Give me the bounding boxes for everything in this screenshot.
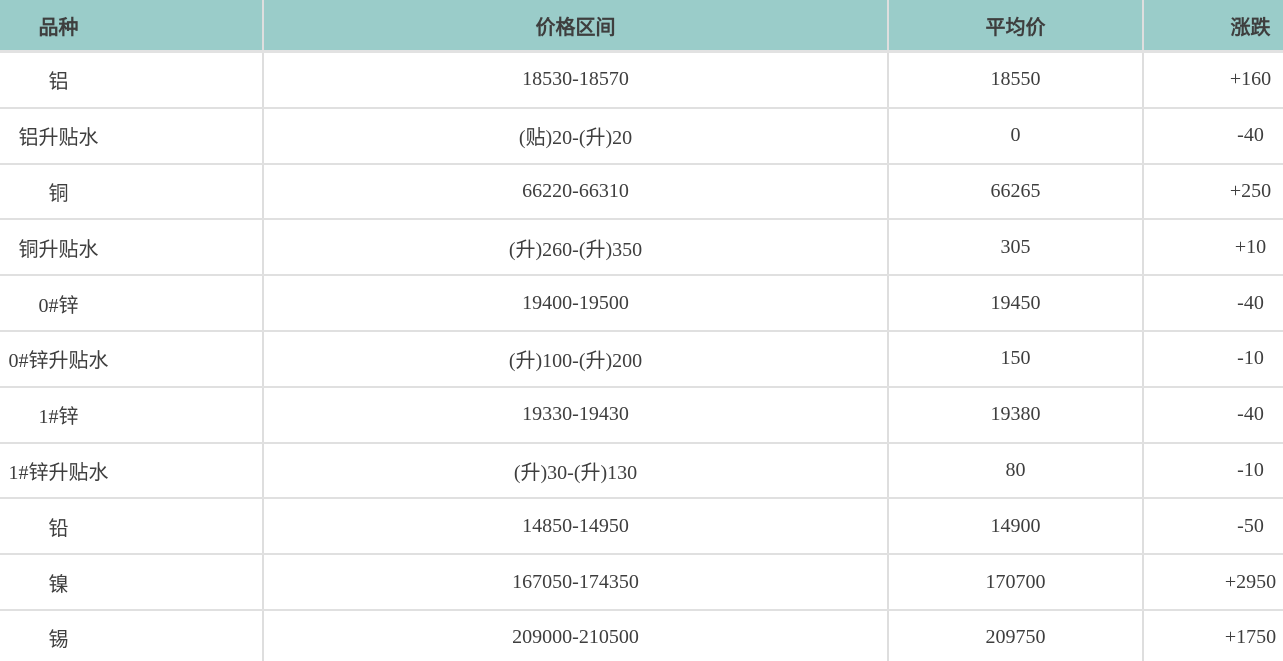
cell-average-price: 66265 — [887, 163, 1143, 221]
cell-change: +160 — [1142, 51, 1283, 109]
cell-average-price: 0 — [887, 107, 1143, 165]
table-row: 1#锌升贴水 (升)30-(升)130 80 -10 — [0, 442, 1283, 500]
cell-change: -10 — [1142, 330, 1283, 388]
cell-variety: 锡 — [0, 609, 263, 661]
cell-average-price: 19450 — [887, 275, 1143, 332]
table-row: 铜 66220-66310 66265 +250 — [0, 163, 1283, 221]
column-header-price-range: 价格区间 — [262, 0, 888, 53]
cell-price-range: 209000-210500 — [262, 609, 888, 661]
cell-change: -40 — [1142, 275, 1283, 332]
column-header-variety: 品种 — [0, 0, 263, 53]
cell-price-range: 167050-174350 — [262, 554, 888, 611]
cell-variety: 铝 — [0, 51, 263, 109]
cell-price-range: (贴)20-(升)20 — [262, 107, 888, 165]
cell-variety: 铝升贴水 — [0, 107, 263, 165]
cell-price-range: 14850-14950 — [262, 498, 888, 556]
cell-change: -40 — [1142, 107, 1283, 165]
cell-change: -50 — [1142, 498, 1283, 556]
cell-price-range: 18530-18570 — [262, 51, 888, 109]
cell-average-price: 150 — [887, 330, 1143, 388]
cell-change: +10 — [1142, 219, 1283, 277]
cell-average-price: 305 — [887, 219, 1143, 277]
cell-variety: 镍 — [0, 554, 263, 611]
cell-variety: 1#锌升贴水 — [0, 442, 263, 500]
cell-average-price: 209750 — [887, 609, 1143, 661]
column-header-average-price: 平均价 — [887, 0, 1143, 53]
table-row: 0#锌升贴水 (升)100-(升)200 150 -10 — [0, 330, 1283, 388]
cell-change: +250 — [1142, 163, 1283, 221]
cell-price-range: (升)100-(升)200 — [262, 330, 888, 388]
cell-variety: 0#锌升贴水 — [0, 330, 263, 388]
cell-average-price: 170700 — [887, 554, 1143, 611]
table-row: 镍 167050-174350 170700 +2950 — [0, 554, 1283, 611]
table-row: 铝 18530-18570 18550 +160 — [0, 51, 1283, 109]
table-row: 铝升贴水 (贴)20-(升)20 0 -40 — [0, 107, 1283, 165]
cell-price-range: (升)30-(升)130 — [262, 442, 888, 500]
cell-variety: 铅 — [0, 498, 263, 556]
cell-change: -40 — [1142, 386, 1283, 444]
cell-variety: 0#锌 — [0, 275, 263, 332]
table-row: 0#锌 19400-19500 19450 -40 — [0, 275, 1283, 332]
cell-price-range: 19330-19430 — [262, 386, 888, 444]
cell-average-price: 19380 — [887, 386, 1143, 444]
cell-price-range: (升)260-(升)350 — [262, 219, 888, 277]
table-header-row: 品种 价格区间 平均价 涨跌 — [0, 0, 1283, 53]
table-row: 铅 14850-14950 14900 -50 — [0, 498, 1283, 556]
column-header-change: 涨跌 — [1142, 0, 1283, 53]
table-row: 锡 209000-210500 209750 +1750 — [0, 609, 1283, 661]
cell-average-price: 80 — [887, 442, 1143, 500]
cell-change: +2950 — [1142, 554, 1283, 611]
table-row: 1#锌 19330-19430 19380 -40 — [0, 386, 1283, 444]
cell-average-price: 14900 — [887, 498, 1143, 556]
cell-price-range: 66220-66310 — [262, 163, 888, 221]
cell-average-price: 18550 — [887, 51, 1143, 109]
table-body: 铝 18530-18570 18550 +160 铝升贴水 (贴)20-(升)20 0 -40… — [0, 51, 1283, 661]
cell-variety: 铜升贴水 — [0, 219, 263, 277]
cell-variety: 1#锌 — [0, 386, 263, 444]
table-row: 铜升贴水 (升)260-(升)350 305 +10 — [0, 219, 1283, 277]
cell-variety: 铜 — [0, 163, 263, 221]
cell-change: +1750 — [1142, 609, 1283, 661]
cell-price-range: 19400-19500 — [262, 275, 888, 332]
cell-change: -10 — [1142, 442, 1283, 500]
